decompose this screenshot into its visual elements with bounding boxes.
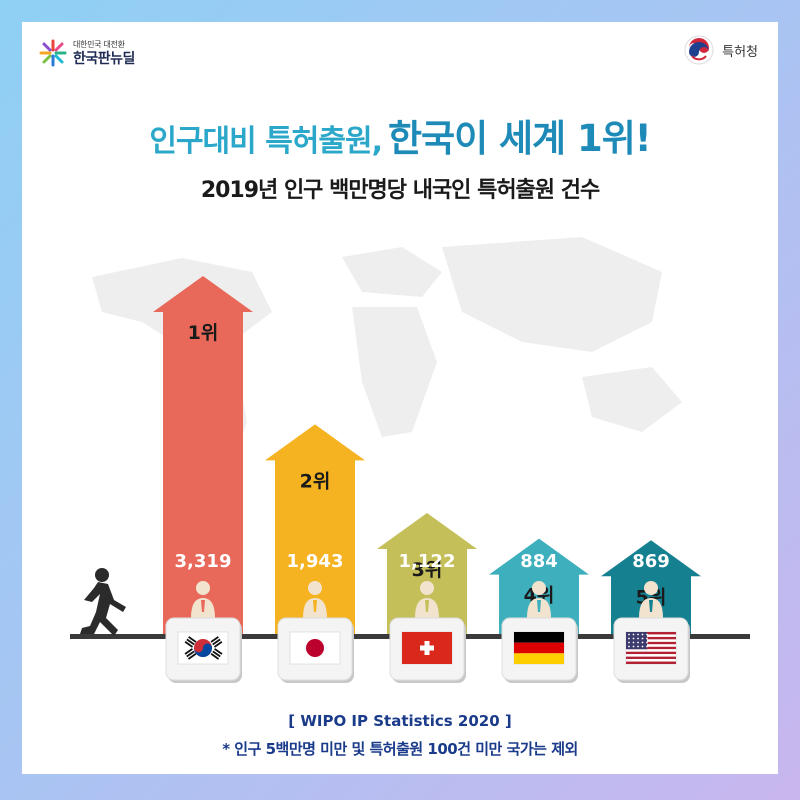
korea-flag-icon xyxy=(177,631,229,665)
value-label: 869 xyxy=(632,551,670,572)
axis-layer xyxy=(70,617,750,683)
germany-flag-icon xyxy=(513,631,565,665)
infographic-card: 대한민국 대전환 한국판뉴딜 특허청 인구대비 특허출원, 한국이 세계 1위! … xyxy=(22,22,778,774)
headline: 인구대비 특허출원, 한국이 세계 1위! xyxy=(22,108,778,162)
switzerland-flag-tile xyxy=(389,617,466,683)
person-icon xyxy=(303,581,327,618)
korean-new-deal-logo: 대한민국 대전환 한국판뉴딜 xyxy=(38,38,135,68)
taegeuk-emblem-icon xyxy=(684,35,714,65)
switzerland-flag-icon xyxy=(401,631,453,665)
person-icon xyxy=(527,581,551,618)
map-landmass xyxy=(342,247,442,297)
value-label: 3,319 xyxy=(175,551,232,572)
bar-group: 3위1,122 xyxy=(377,512,477,634)
kipo-logo: 특허청 xyxy=(683,34,758,66)
kipo-label: 특허청 xyxy=(722,44,758,60)
headline-lead: 인구대비 특허출원, xyxy=(149,124,383,159)
starburst-icon xyxy=(39,39,67,67)
headline-emphasis: 한국이 세계 1위! xyxy=(388,117,652,160)
rank-label: 2위 xyxy=(300,470,331,492)
runner-icon xyxy=(80,568,126,636)
korea-flag-tile xyxy=(165,617,242,683)
footnote: * 인구 5백만명 미만 및 특허출원 100건 미만 국가는 제외 xyxy=(222,740,578,758)
person-icon xyxy=(191,581,215,618)
bar-group: 1위 3,319 xyxy=(153,276,253,634)
rank-label: 1위 xyxy=(188,322,219,344)
bar xyxy=(377,512,477,634)
value-label: 884 xyxy=(520,551,558,572)
chart-title: 2019년 인구 백만명당 내국인 특허출원 건수 xyxy=(200,178,600,203)
rank-label: 4위 xyxy=(524,585,555,607)
source-note: [ WIPO IP Statistics 2020 ] xyxy=(288,712,512,730)
germany-flag-tile xyxy=(501,617,578,683)
usa-flag-icon xyxy=(625,631,677,665)
value-label: 1,943 xyxy=(287,551,344,572)
bar xyxy=(153,276,253,634)
map-landmass xyxy=(352,307,437,437)
person-icon xyxy=(415,581,439,618)
person-icon xyxy=(639,581,663,618)
bar xyxy=(265,424,365,634)
map-landmass xyxy=(442,237,662,352)
usa-flag-tile xyxy=(613,617,690,683)
logo-main-text: 한국판뉴딜 xyxy=(73,50,135,67)
japan-flag-tile xyxy=(277,617,354,683)
rank-label: 3위 xyxy=(412,559,443,581)
map-landmass xyxy=(582,367,682,432)
logo-subtext: 대한민국 대전환 xyxy=(73,39,125,49)
japan-flag-icon xyxy=(289,631,341,665)
value-label: 1,122 xyxy=(399,551,456,572)
bar-group: 2위 1,943 xyxy=(265,424,365,634)
bar-group: 4위 884 xyxy=(489,538,589,634)
